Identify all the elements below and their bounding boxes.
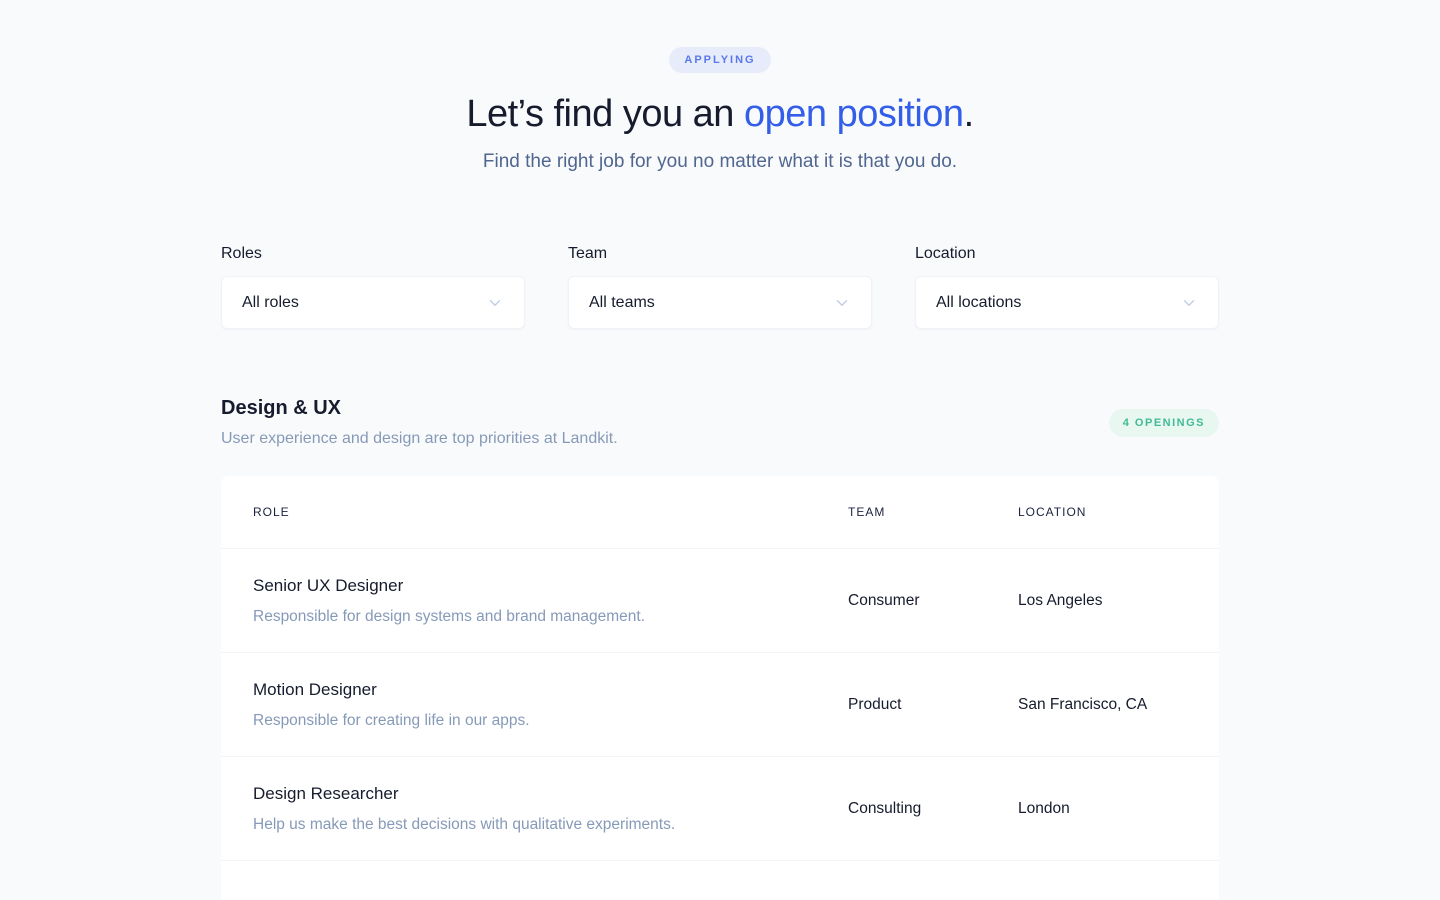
hero-section: APPLYING Let’s find you an open position… xyxy=(0,0,1440,173)
applying-badge: APPLYING xyxy=(669,47,771,73)
filter-team: Team All teams xyxy=(568,245,872,329)
section-title: Design & UX xyxy=(221,397,342,419)
section-description: User experience and design are top prior… xyxy=(221,430,618,447)
filter-location-label: Location xyxy=(915,245,976,262)
page-title: Let’s find you an open position. xyxy=(0,93,1440,136)
column-header-role: Role xyxy=(253,505,290,519)
chevron-down-icon xyxy=(1180,294,1198,312)
job-team: Consulting xyxy=(848,799,922,817)
roles-select-value: All roles xyxy=(242,293,299,311)
table-row-production-designer[interactable]: Production Designer xyxy=(221,861,1219,900)
job-location: London xyxy=(1018,799,1070,817)
roles-select[interactable]: All roles xyxy=(221,276,525,329)
chevron-down-icon xyxy=(486,294,504,312)
location-select[interactable]: All locations xyxy=(915,276,1219,329)
job-location: Los Angeles xyxy=(1018,591,1103,609)
filter-roles: Roles All roles xyxy=(221,245,525,329)
team-select[interactable]: All teams xyxy=(568,276,872,329)
job-team: Consumer xyxy=(848,591,920,609)
job-title: Senior UX Designer xyxy=(253,575,404,595)
job-team: Product xyxy=(848,695,902,713)
column-header-location: Location xyxy=(1018,505,1087,519)
job-description: Help us make the best decisions with qua… xyxy=(253,815,676,833)
openings-badge: 4 OPENINGS xyxy=(1108,408,1219,437)
page-subtitle: Find the right job for you no matter wha… xyxy=(482,151,958,172)
column-header-team: Team xyxy=(848,505,886,519)
job-role-cell: Motion Designer Responsible for creating… xyxy=(253,680,848,730)
title-prefix: Let’s find you an xyxy=(466,93,744,135)
title-suffix: . xyxy=(963,93,975,135)
job-description: Responsible for design systems and brand… xyxy=(253,607,646,625)
table-row-motion-designer[interactable]: Motion Designer Responsible for creating… xyxy=(221,653,1219,757)
filter-team-label: Team xyxy=(568,245,608,262)
chevron-down-icon xyxy=(833,294,851,312)
section-title-block: Design & UX User experience and design a… xyxy=(221,397,618,448)
job-description: Responsible for creating life in our app… xyxy=(253,711,530,729)
job-role-cell: Design Researcher Help us make the best … xyxy=(253,784,848,834)
jobs-table: Role Team Location Senior UX Designer Re… xyxy=(221,476,1219,900)
location-select-value: All locations xyxy=(936,293,1022,311)
section-header: Design & UX User experience and design a… xyxy=(221,397,1219,448)
table-header-row: Role Team Location xyxy=(221,476,1219,549)
job-title: Design Researcher xyxy=(253,783,399,803)
table-row-senior-ux-designer[interactable]: Senior UX Designer Responsible for desig… xyxy=(221,549,1219,653)
team-select-value: All teams xyxy=(589,293,655,311)
table-row-design-researcher[interactable]: Design Researcher Help us make the best … xyxy=(221,757,1219,861)
job-role-cell: Senior UX Designer Responsible for desig… xyxy=(253,576,848,626)
filter-roles-label: Roles xyxy=(221,245,262,262)
job-location: San Francisco, CA xyxy=(1018,695,1148,713)
filters-row: Roles All roles Team All teams xyxy=(221,245,1219,329)
title-highlight: open position xyxy=(743,93,964,135)
job-title: Motion Designer xyxy=(253,679,377,699)
filter-location: Location All locations xyxy=(915,245,1219,329)
